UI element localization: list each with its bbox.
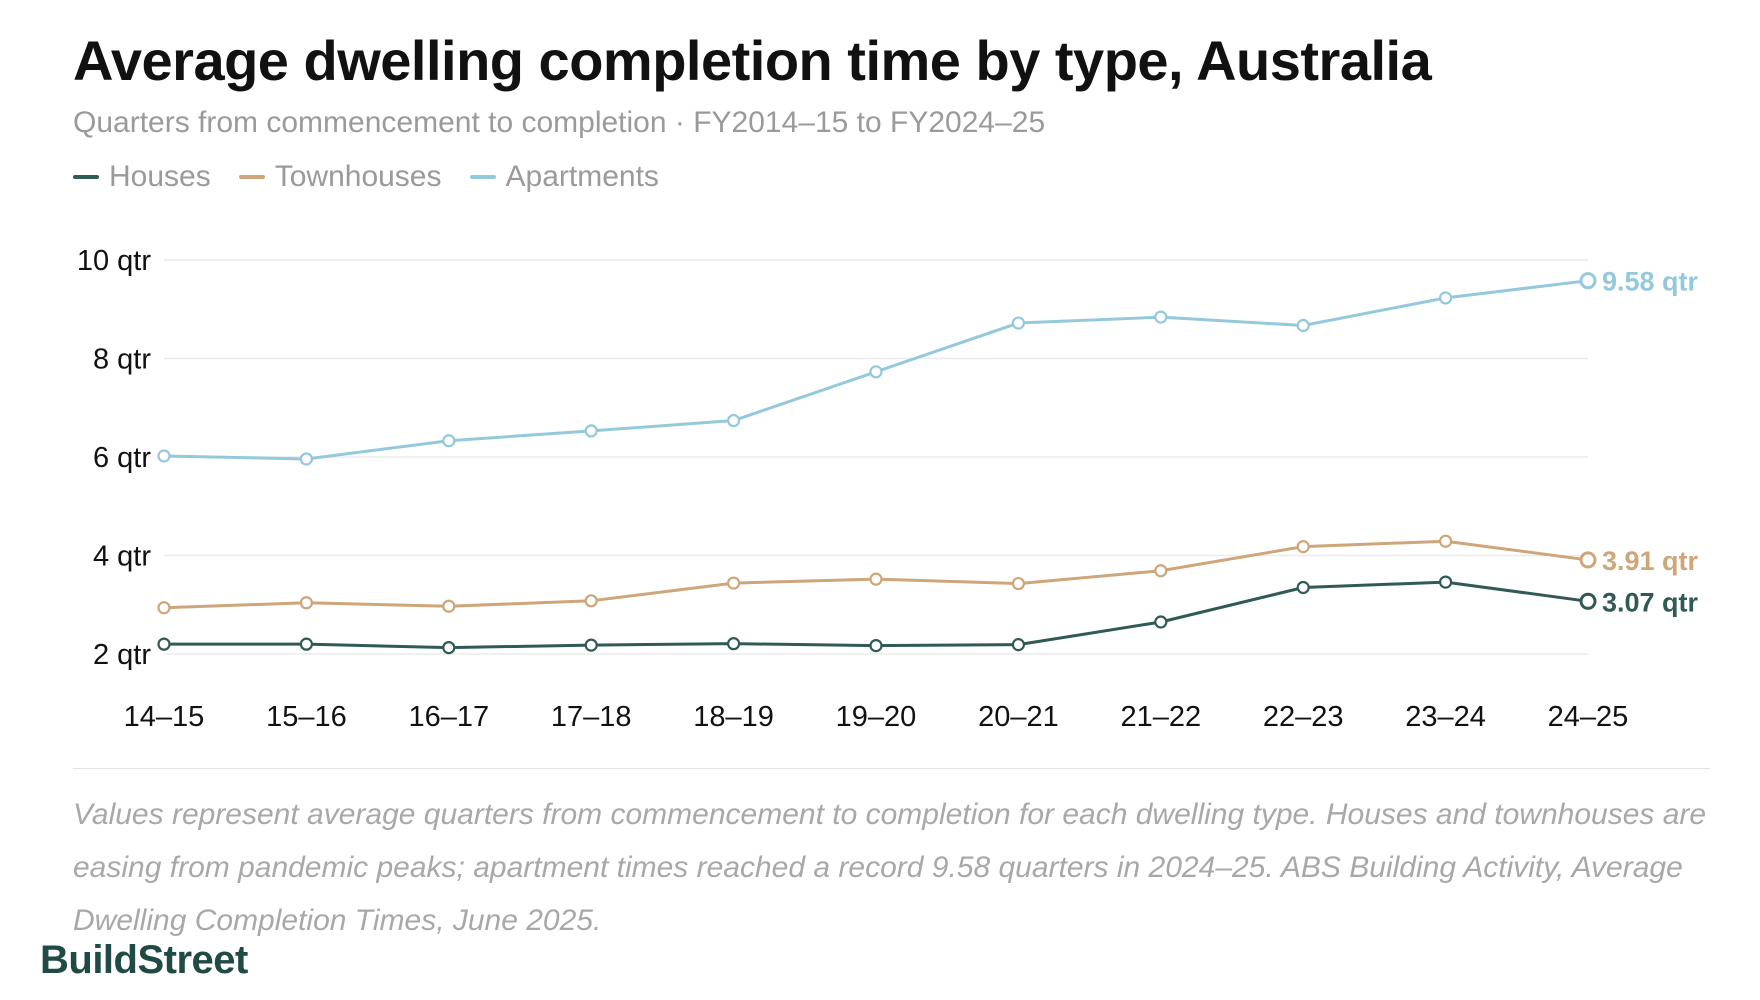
x-tick-label: 16–17 [408,701,489,733]
data-point-apartments [1579,272,1597,290]
legend-label-apartments: Apartments [505,160,659,193]
y-tick-label: 2 qtr [93,639,151,671]
x-tick-label: 15–16 [266,701,347,733]
data-point-townhouses [726,576,741,590]
legend-item-townhouses: Townhouses [238,160,442,194]
data-point-townhouses [584,594,598,608]
x-tick-label: 14–15 [124,701,205,733]
data-point-houses [1011,638,1026,652]
data-point-apartments [1438,291,1453,305]
data-point-townhouses [869,572,883,586]
x-tick-label: 18–19 [693,701,774,733]
brand-logo: BuildStreet [40,938,248,982]
footnote: Values represent average quarters from c… [73,798,1707,937]
data-point-houses [584,638,598,652]
series-line-houses [162,580,1590,650]
data-point-apartments [299,452,313,466]
data-point-townhouses [1296,540,1310,554]
x-tick-label: 21–22 [1120,701,1201,733]
data-point-houses [869,639,883,653]
data-point-apartments [1296,318,1310,333]
x-tick-label: 24–25 [1548,701,1629,733]
data-point-apartments [1011,316,1026,330]
line-chart: 10 qtr 8 qtr 6 qtr 4 qtr 2 qtr 14–15 15–16 16–1… [77,245,1699,733]
data-point-townhouses [1154,564,1168,578]
data-point-apartments [869,365,883,379]
x-tick-label: 20–21 [978,701,1059,733]
data-point-houses [299,637,313,651]
end-label-apartments: 9.58 qtr [1602,267,1699,297]
data-point-townhouses [1438,534,1453,548]
end-label-townhouses: 3.91 qtr [1602,546,1699,576]
data-point-apartments [442,434,456,448]
y-tick-label: 4 qtr [93,541,151,573]
end-label-houses: 3.07 qtr [1602,587,1699,617]
x-tick-label: 19–20 [836,701,917,733]
data-point-apartments [584,424,598,438]
data-point-apartments [1154,310,1168,324]
x-tick-label: 17–18 [551,701,632,733]
y-tick-label: 10 qtr [77,245,151,277]
data-point-houses [442,640,456,655]
divider [73,768,1710,769]
legend-swatch-apartments [469,175,496,179]
legend-item-apartments: Apartments [469,160,659,194]
data-point-apartments [726,413,741,428]
data-point-townhouses [442,599,456,613]
data-point-houses [1154,615,1168,629]
data-point-apartments [157,449,171,463]
data-point-townhouses [1011,576,1026,591]
x-tick-label: 23–24 [1405,701,1486,733]
legend-swatch-houses [73,175,99,179]
data-point-houses [726,637,741,651]
legend-label-townhouses: Townhouses [274,160,442,193]
legend-swatch-townhouses [238,175,265,179]
legend-item-houses: Houses [73,160,211,194]
legend-label-houses: Houses [109,160,211,193]
data-point-houses [157,637,171,651]
data-point-townhouses [299,596,313,610]
data-point-houses [1579,592,1597,610]
y-tick-label: 6 qtr [93,442,151,474]
y-tick-label: 8 qtr [93,344,151,376]
x-tick-label: 22–23 [1263,701,1344,733]
data-point-townhouses [1579,551,1597,569]
data-point-townhouses [157,601,171,615]
chart-subtitle: Quarters from commencement to completion… [73,106,1046,139]
data-point-houses [1296,580,1310,595]
chart-title: Average dwelling completion time by type… [73,29,1432,92]
legend: Houses Townhouses Apartments [73,160,659,194]
data-point-houses [1438,575,1453,589]
